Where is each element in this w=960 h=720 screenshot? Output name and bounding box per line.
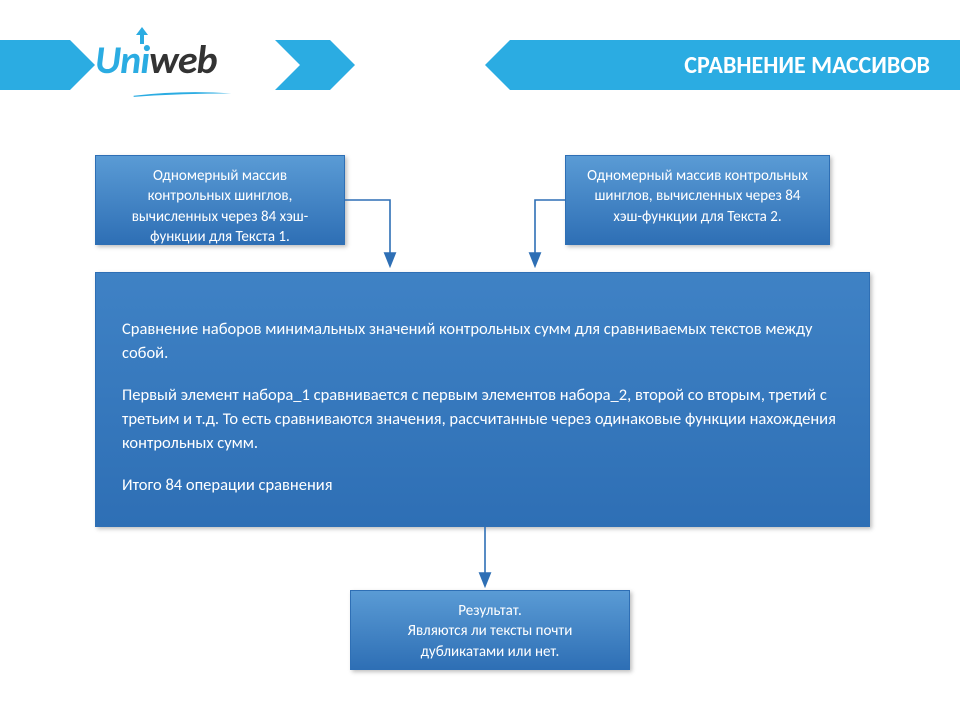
node-input-text2: Одномерный массив контрольных шинглов, в… xyxy=(565,155,830,245)
header-title-bar: СРАВНЕНИЕ МАССИВОВ xyxy=(510,40,960,90)
header-mid-chevron xyxy=(300,40,330,90)
node-compare: Сравнение наборов минимальных значений к… xyxy=(95,272,870,527)
node-input-text1-label: Одномерный массив контрольных шинглов, в… xyxy=(132,167,309,246)
header-left-chevron xyxy=(0,40,70,90)
result-line1: Результат. xyxy=(458,602,522,620)
page-title: СРАВНЕНИЕ МАССИВОВ xyxy=(684,51,930,80)
node-input-text1: Одномерный массив контрольных шинглов, в… xyxy=(95,155,345,245)
logo: Uniweb xyxy=(95,35,295,95)
node-input-text2-label: Одномерный массив контрольных шинглов, в… xyxy=(587,167,808,226)
logo-arrow-icon xyxy=(135,27,149,45)
edge-input2-to-compare xyxy=(535,200,565,265)
logo-part2: web xyxy=(149,35,217,84)
edge-input1-to-compare xyxy=(345,200,390,265)
header-bar: Uniweb СРАВНЕНИЕ МАССИВОВ xyxy=(0,40,960,90)
node-result: Результат. Являются ли тексты почти дубл… xyxy=(350,590,630,670)
logo-swoosh-icon xyxy=(95,90,270,98)
compare-paragraph-3: Итого 84 операции сравнения xyxy=(122,474,843,498)
compare-paragraph-2: Первый элемент набора_1 сравнивается с п… xyxy=(122,384,843,456)
result-line2: Являются ли тексты почти дубликатами или… xyxy=(408,622,573,660)
compare-paragraph-1: Сравнение наборов минимальных значений к… xyxy=(122,318,843,366)
